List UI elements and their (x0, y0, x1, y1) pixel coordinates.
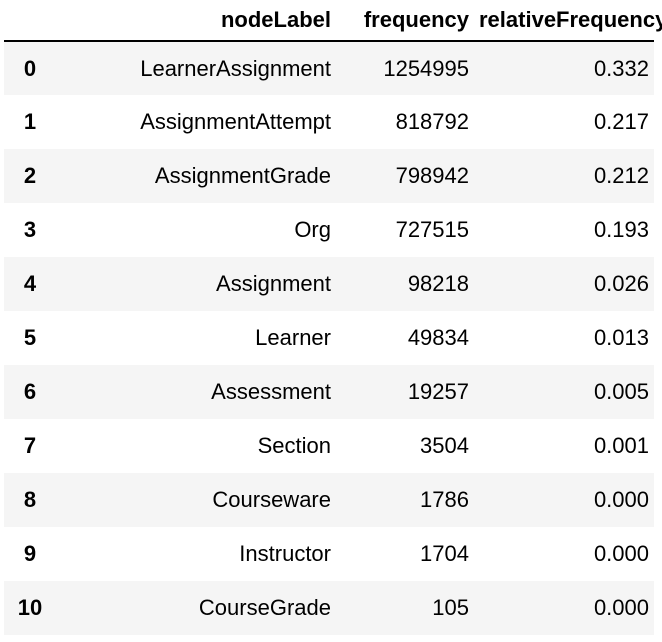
cell-node-label: Section (257, 433, 331, 458)
row-index: 3 (23, 217, 37, 242)
cell-relative-frequency: 0.332 (593, 55, 649, 81)
cell-frequency: 98218 (407, 271, 469, 296)
cell-frequency: 727515 (395, 217, 469, 242)
table-row: 0 LearnerAssignment 1254995 0.332 (4, 41, 654, 95)
cell-relative-frequency: 0.000 (593, 487, 649, 512)
cell-relative-frequency: 0.217 (593, 109, 649, 134)
table-row: 2 AssignmentGrade 798942 0.212 (4, 149, 654, 203)
cell-relative-frequency: 0.212 (593, 163, 649, 188)
table-row: 4 Assignment 98218 0.026 (4, 257, 654, 311)
table-row: 8 Courseware 1786 0.000 (4, 473, 654, 527)
table-row: 10 CourseGrade 105 0.000 (4, 581, 654, 635)
table-row: 1 AssignmentAttempt 818792 0.217 (4, 95, 654, 149)
row-index: 7 (23, 433, 37, 458)
cell-frequency: 49834 (407, 325, 469, 350)
cell-frequency: 1254995 (383, 55, 469, 81)
cell-node-label: Assessment (211, 379, 331, 404)
row-index: 0 (23, 55, 37, 81)
table-header: nodeLabel frequency relativeFrequency (4, 0, 662, 42)
header-node-label: nodeLabel (56, 0, 336, 42)
row-index: 5 (23, 325, 37, 350)
cell-relative-frequency: 0.013 (593, 325, 649, 350)
table-row: 6 Assessment 19257 0.005 (4, 365, 654, 419)
cell-frequency: 798942 (395, 163, 469, 188)
row-index: 4 (23, 271, 37, 296)
cell-frequency: 19257 (407, 379, 469, 404)
header-index (4, 0, 56, 42)
row-index: 6 (23, 379, 37, 404)
dataframe-table: nodeLabel frequency relativeFrequency 0 L… (4, 0, 662, 635)
row-index: 1 (23, 109, 37, 134)
cell-node-label: Org (294, 217, 331, 242)
table-row: 3 Org 727515 0.193 (4, 203, 654, 257)
header-row: nodeLabel frequency relativeFrequency (4, 0, 662, 42)
cell-node-label: Courseware (212, 487, 331, 512)
cell-node-label: CourseGrade (198, 595, 331, 620)
cell-node-label: Learner (255, 325, 331, 350)
cell-relative-frequency: 0.026 (593, 271, 649, 296)
table-row: 7 Section 3504 0.001 (4, 419, 654, 473)
cell-relative-frequency: 0.000 (593, 595, 649, 620)
row-index: 2 (23, 163, 37, 188)
cell-frequency: 105 (432, 595, 469, 620)
row-index: 9 (23, 541, 37, 566)
table-row: 9 Instructor 1704 0.000 (4, 527, 654, 581)
header-relative-frequency: relativeFrequency (474, 0, 662, 42)
cell-frequency: 1704 (420, 541, 469, 566)
cell-frequency: 1786 (420, 487, 469, 512)
table-body: 0 LearnerAssignment 1254995 0.332 1 Assignmen… (4, 41, 654, 635)
header-frequency: frequency (336, 0, 474, 42)
cell-relative-frequency: 0.001 (593, 433, 649, 458)
cell-node-label: LearnerAssignment (140, 55, 331, 81)
row-index: 8 (23, 487, 37, 512)
cell-frequency: 818792 (395, 109, 469, 134)
cell-node-label: Instructor (239, 541, 331, 566)
cell-relative-frequency: 0.005 (593, 379, 649, 404)
cell-node-label: Assignment (216, 271, 331, 296)
cell-relative-frequency: 0.193 (593, 217, 649, 242)
cell-node-label: AssignmentAttempt (140, 109, 331, 134)
cell-relative-frequency: 0.000 (593, 541, 649, 566)
table-row: 5 Learner 49834 0.013 (4, 311, 654, 365)
row-index: 10 (17, 595, 43, 620)
cell-frequency: 3504 (420, 433, 469, 458)
cell-node-label: AssignmentGrade (154, 163, 331, 188)
